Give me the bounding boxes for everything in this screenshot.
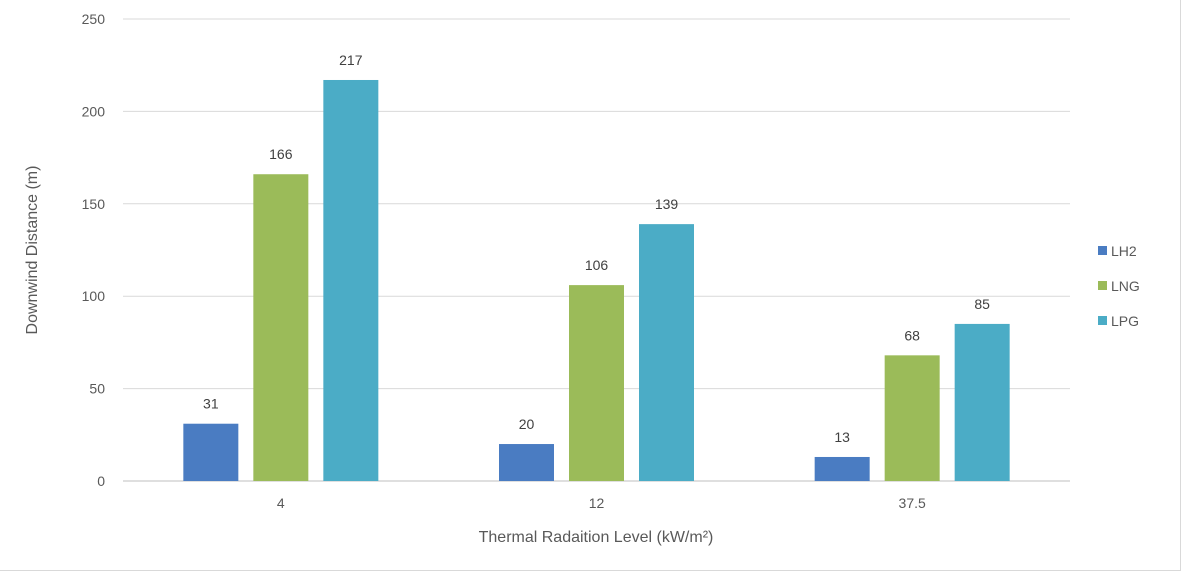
legend-swatch-lh2: [1098, 246, 1107, 255]
data-label: 106: [585, 257, 609, 273]
bar-lpg-37.5: [954, 323, 1010, 481]
data-label: 20: [519, 416, 535, 432]
y-tick-label: 50: [89, 381, 105, 397]
data-label: 217: [339, 52, 363, 68]
y-axis-title: Downwind Distance (m): [24, 166, 41, 335]
data-label: 68: [904, 327, 920, 343]
bar-lng-12: [569, 285, 624, 481]
legend-swatch-lng: [1098, 281, 1107, 290]
bar-lng-4: [253, 174, 309, 481]
bar-lh2-37.5: [814, 456, 870, 481]
data-label: 31: [203, 396, 219, 412]
x-tick-label: 37.5: [899, 495, 926, 511]
y-tick-label: 0: [97, 473, 105, 489]
bar-lh2-4: [183, 423, 239, 481]
bar-lpg-4: [323, 79, 379, 481]
bar-lng-37.5: [884, 355, 940, 481]
legend-label-lh2: LH2: [1111, 243, 1137, 259]
legend-swatch-lpg: [1098, 316, 1107, 325]
data-label: 13: [834, 429, 850, 445]
legend-label-lng: LNG: [1111, 278, 1140, 294]
y-tick-label: 150: [82, 196, 106, 212]
y-tick-labels: 0 50 100 150 200 250: [82, 11, 106, 489]
x-tick-labels: 4 12 37.5: [277, 495, 926, 511]
bar-lpg-12: [639, 224, 694, 482]
y-tick-label: 100: [82, 288, 106, 304]
x-axis-title: Thermal Radaition Level (kW/m²): [479, 529, 714, 546]
legend: LH2 LNG LPG: [1098, 243, 1140, 329]
data-label: 139: [655, 196, 679, 212]
data-label: 166: [269, 146, 293, 162]
x-tick-label: 12: [589, 495, 605, 511]
y-tick-label: 200: [82, 103, 106, 119]
bar-lh2-12: [499, 444, 554, 481]
bars: [183, 79, 1010, 482]
data-labels: 31 166 217 20 106 139 13 68 85: [203, 52, 990, 445]
y-tick-label: 250: [82, 11, 106, 27]
legend-label-lpg: LPG: [1111, 313, 1139, 329]
x-tick-label: 4: [277, 495, 285, 511]
data-label: 85: [974, 296, 990, 312]
